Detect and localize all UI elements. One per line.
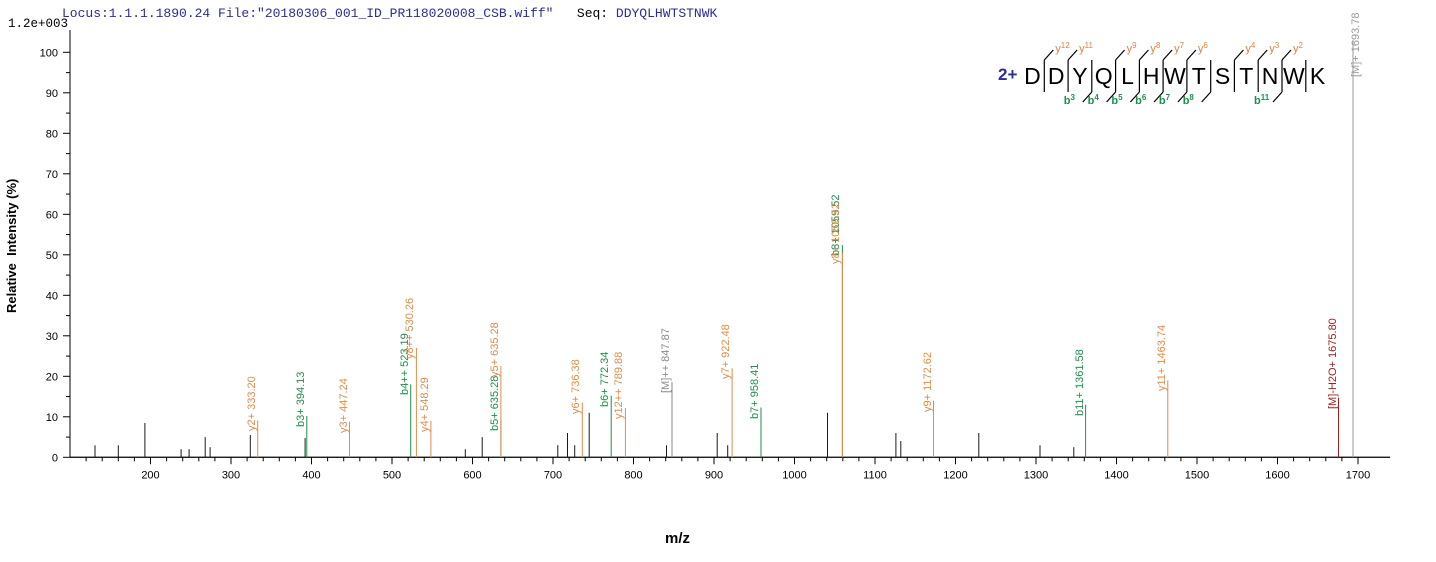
- svg-text:b11: b11: [1254, 93, 1270, 108]
- svg-text:T: T: [1192, 63, 1206, 89]
- svg-text:N: N: [1262, 63, 1279, 89]
- svg-text:S: S: [1215, 63, 1230, 89]
- svg-text:y6: y6: [1198, 41, 1209, 56]
- svg-text:b5: b5: [1111, 93, 1123, 108]
- svg-text:D: D: [1024, 63, 1041, 89]
- svg-text:b4: b4: [1088, 93, 1100, 108]
- svg-text:y7: y7: [1174, 41, 1185, 56]
- svg-text:b8: b8: [1183, 93, 1195, 108]
- svg-text:b7: b7: [1159, 93, 1171, 108]
- svg-text:D: D: [1048, 63, 1065, 89]
- svg-text:y8: y8: [1150, 41, 1161, 56]
- svg-text:b3: b3: [1064, 93, 1076, 108]
- svg-text:y3: y3: [1269, 41, 1280, 56]
- svg-text:b6: b6: [1135, 93, 1147, 108]
- svg-text:W: W: [1283, 63, 1305, 89]
- svg-text:T: T: [1239, 63, 1253, 89]
- svg-text:y4: y4: [1245, 41, 1256, 56]
- svg-text:y2: y2: [1293, 41, 1304, 56]
- svg-text:H: H: [1143, 63, 1160, 89]
- svg-text:Y: Y: [1072, 63, 1087, 89]
- svg-text:W: W: [1164, 63, 1186, 89]
- svg-text:Q: Q: [1095, 63, 1113, 89]
- svg-text:L: L: [1121, 63, 1134, 89]
- svg-text:K: K: [1310, 63, 1326, 89]
- svg-text:2+: 2+: [998, 65, 1017, 84]
- svg-text:y9: y9: [1127, 41, 1138, 56]
- svg-text:y11: y11: [1079, 41, 1093, 56]
- svg-text:y12: y12: [1055, 41, 1070, 56]
